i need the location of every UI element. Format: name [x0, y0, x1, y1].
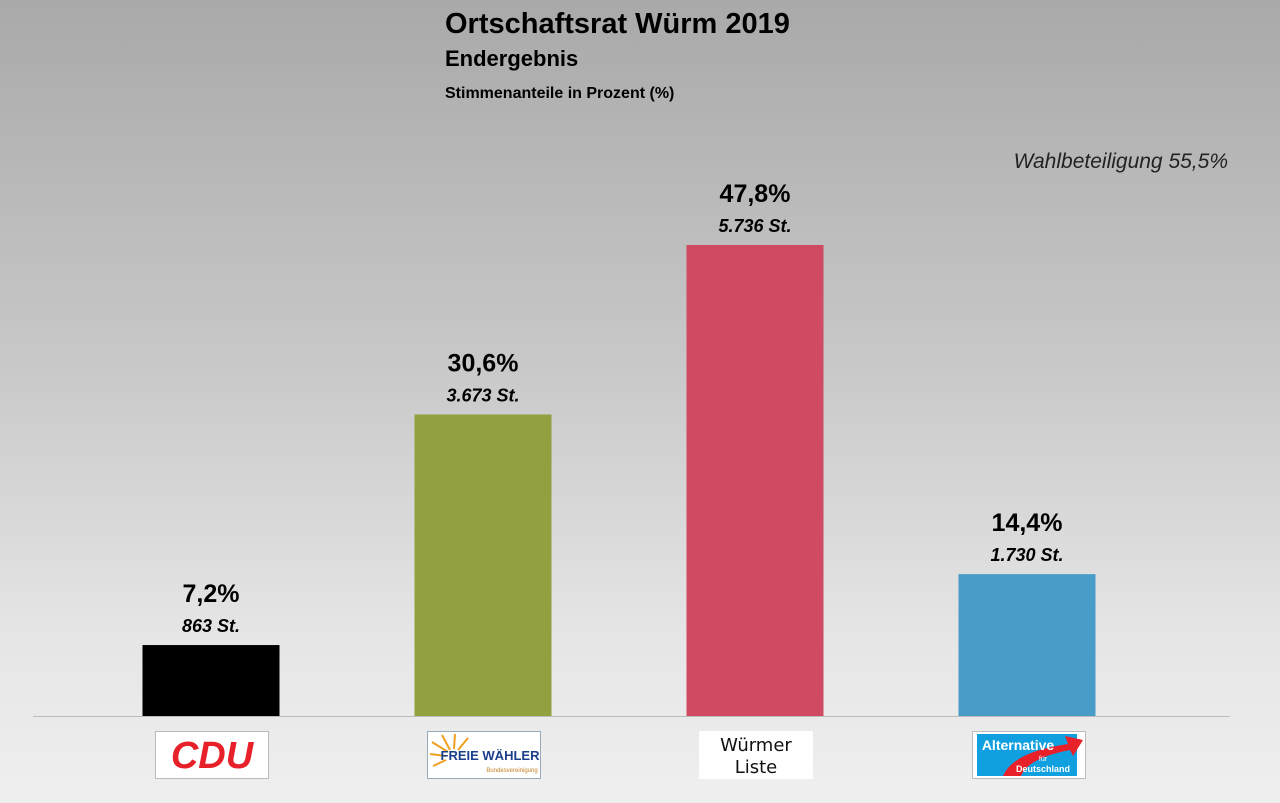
cdu-logo-text: CDU — [171, 735, 255, 777]
arrow-icon — [1003, 736, 1083, 776]
value-label: 47,8% — [720, 180, 791, 208]
afd-logo-line3: Deutschland — [1016, 764, 1070, 774]
bar-4 — [958, 574, 1096, 716]
chart-title: Ortschaftsrat Würm 2019 — [445, 8, 790, 40]
value-label: 7,2% — [183, 580, 240, 608]
chart-subtitle: Endergebnis — [445, 46, 579, 71]
votes-label: 5.736 St. — [718, 216, 791, 236]
sun-icon — [429, 733, 469, 767]
bar-3 — [686, 245, 824, 716]
bar-1 — [142, 645, 280, 716]
logo-cdu: CDU — [155, 731, 269, 779]
votes-label: 863 St. — [182, 616, 240, 636]
votes-label: 3.673 St. — [446, 385, 519, 405]
logo-freie-waehler: FREIE WÄHLER Bundesvereinigung — [427, 731, 541, 779]
value-label: 30,6% — [448, 349, 519, 377]
bar-2 — [414, 414, 552, 716]
votes-label: 1.730 St. — [990, 545, 1063, 565]
afd-logo-line2: für — [1039, 756, 1048, 763]
logo-wuermer-liste: Würmer Liste — [699, 731, 813, 779]
fw-logo-text: FREIE WÄHLER — [441, 748, 540, 763]
wl-logo-line1: Würmer — [720, 735, 792, 756]
value-label: 14,4% — [992, 509, 1063, 537]
wl-logo-line2: Liste — [735, 757, 778, 778]
logo-afd: Alternative für Deutschland — [972, 731, 1086, 779]
fw-logo-subtext: Bundesvereinigung — [486, 768, 537, 774]
afd-logo-line1: Alternative — [982, 737, 1055, 753]
y-axis-label: Stimmenanteile in Prozent (%) — [445, 85, 675, 102]
turnout-annotation: Wahlbeteiligung 55,5% — [1013, 150, 1228, 173]
